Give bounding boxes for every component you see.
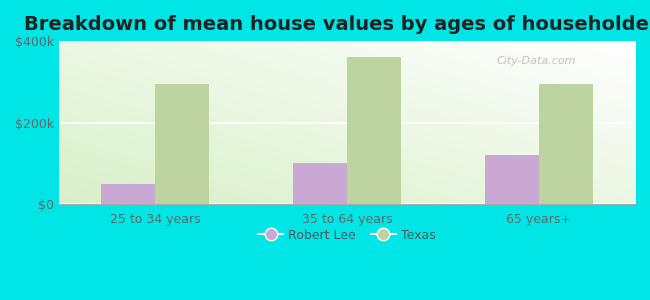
Bar <box>101 184 155 204</box>
Bar <box>155 84 209 204</box>
Bar <box>539 84 593 204</box>
Legend: Robert Lee, Texas: Robert Lee, Texas <box>254 224 441 247</box>
Title: Breakdown of mean house values by ages of householders: Breakdown of mean house values by ages o… <box>24 15 650 34</box>
Bar <box>347 57 401 204</box>
Bar <box>486 155 539 204</box>
Text: City-Data.com: City-Data.com <box>497 56 577 66</box>
Bar <box>293 163 347 204</box>
